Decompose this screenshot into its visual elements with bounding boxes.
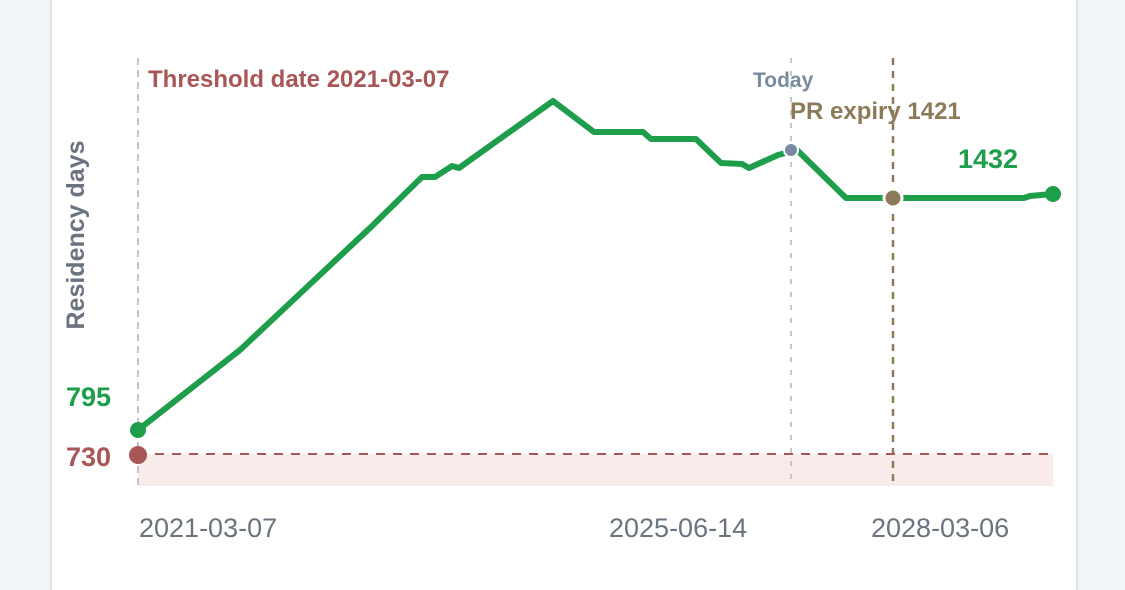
- today-label: Today: [753, 69, 814, 92]
- residency-line: [135, 98, 1056, 433]
- min-threshold-marker: [129, 446, 147, 464]
- pr-expiry-marker: [882, 187, 904, 209]
- chart-card: [50, 0, 1078, 590]
- x-tick-label: 2028-03-06: [871, 513, 1009, 543]
- y-axis-title: Residency days: [62, 141, 90, 330]
- start-point-marker: [130, 422, 146, 438]
- pr-expiry-label: PR expiry 1421: [790, 98, 961, 125]
- min-value-label: 730: [66, 442, 111, 472]
- end-value-label: 1432: [958, 144, 1018, 174]
- x-tick-label: 2021-03-07: [139, 513, 277, 543]
- x-tick-label: 2025-06-14: [609, 513, 747, 543]
- end-point-marker: [1045, 186, 1061, 202]
- below-threshold-band: [138, 454, 1053, 485]
- threshold-date-label: Threshold date 2021-03-07: [148, 66, 449, 93]
- today-marker: [783, 142, 799, 158]
- residency-chart: Threshold date 2021-03-07 Today PR expir…: [62, 58, 1061, 543]
- start-value-label: 795: [66, 382, 111, 412]
